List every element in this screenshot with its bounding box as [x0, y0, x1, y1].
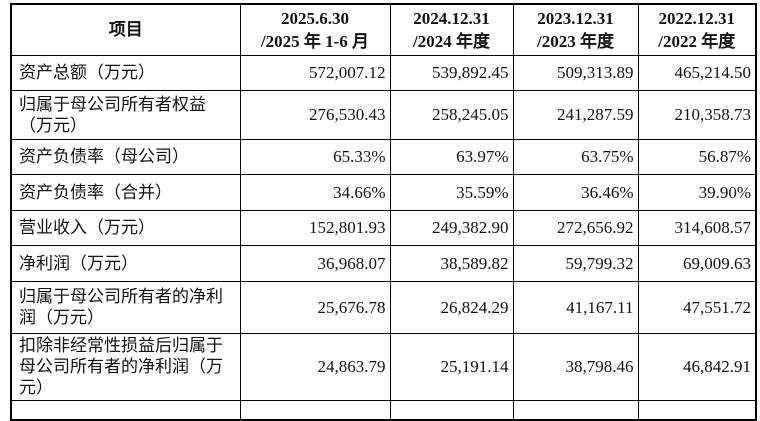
row-value: 39.90%: [637, 173, 757, 211]
row-value: 241,287.59: [512, 89, 639, 140]
row-label: 归属于母公司所有者的净利润（万元）: [10, 280, 241, 334]
row-value: 24,863.79: [239, 332, 391, 401]
row-value: 210,358.73: [637, 89, 757, 140]
row-value: 152,801.93: [239, 209, 391, 246]
header-2025h1: 2025.6.30/2025 年 1-6 月: [239, 3, 391, 56]
row-value: 258,245.05: [389, 89, 514, 140]
header-2024: 2024.12.31/2024 年度: [389, 3, 514, 56]
row-value: 249,382.90: [389, 209, 514, 246]
row-label: 净利润（万元）: [10, 244, 241, 282]
row-value: 38,798.46: [512, 332, 639, 401]
row-value: 38,589.82: [389, 244, 514, 282]
row-label: 扣除非经常性损益后归属于母公司所有者的净利润（万元）: [10, 332, 241, 401]
header-period: /2025 年 1-6 月: [260, 31, 370, 51]
row-value: 35.59%: [389, 173, 514, 211]
header-period: /2022 年度: [658, 31, 736, 51]
row-value: 26,824.29: [389, 280, 514, 334]
table-row: 资产总额（万元） 572,007.12 539,892.45 509,313.89 46…: [10, 54, 757, 91]
header-date: 2023.12.31: [537, 8, 614, 28]
row-value: 59,799.32: [512, 244, 639, 282]
table-row: 资产负债率（合并） 34.66% 35.59% 36.46% 39.90%: [10, 173, 757, 211]
table-row: 资产负债率（母公司） 65.33% 63.97% 63.75% 56.87%: [10, 138, 757, 175]
row-label: 资产负债率（母公司）: [10, 138, 241, 175]
row-value: 36.46%: [512, 173, 639, 211]
row-label: 资产总额（万元）: [10, 54, 241, 91]
row-value: 47,551.72: [637, 280, 757, 334]
row-value: 56.87%: [637, 138, 757, 175]
row-value: 46,842.91: [637, 332, 757, 401]
row-value: 539,892.45: [389, 54, 514, 91]
row-value: 36,968.07: [239, 244, 391, 282]
row-value: 63.75%: [512, 138, 639, 175]
row-value: 69,009.63: [637, 244, 757, 282]
row-value: 572,007.12: [239, 54, 391, 91]
row-value: 25,676.78: [239, 280, 391, 334]
row-value: 314,608.57: [637, 209, 757, 246]
table-row: 归属于母公司所有者的净利润（万元） 25,676.78 26,824.29 41,16…: [10, 280, 757, 334]
table-row: 扣除非经常性损益后归属于母公司所有者的净利润（万元） 24,863.79 25,19…: [10, 332, 757, 401]
header-date: 2024.12.31: [413, 8, 490, 28]
header-period: /2023 年度: [537, 31, 614, 51]
row-value: 34.66%: [239, 173, 391, 211]
row-value: 63.97%: [389, 138, 514, 175]
table-row: 营业收入（万元） 152,801.93 249,382.90 272,656.92 31…: [10, 209, 757, 246]
table-row-partial: [10, 399, 757, 421]
row-label: 归属于母公司所有者权益（万元）: [10, 89, 241, 140]
header-row: 项目 2025.6.30/2025 年 1-6 月 2024.12.31/202…: [10, 3, 757, 56]
header-2022: 2022.12.31/2022 年度: [637, 3, 757, 56]
header-period: /2024 年度: [413, 31, 490, 51]
header-item: 项目: [10, 3, 241, 56]
table-row: 归属于母公司所有者权益（万元） 276,530.43 258,245.05 241,2…: [10, 89, 757, 140]
row-value: 509,313.89: [512, 54, 639, 91]
row-value: 465,214.50: [637, 54, 757, 91]
financial-summary-table: 项目 2025.6.30/2025 年 1-6 月 2024.12.31/202…: [10, 3, 757, 421]
header-text: 项目: [108, 20, 143, 40]
row-value: 41,167.11: [512, 280, 639, 334]
header-date: 2025.6.30: [281, 8, 349, 28]
row-value: 272,656.92: [512, 209, 639, 246]
row-label: 营业收入（万元）: [10, 209, 241, 246]
row-value: 276,530.43: [239, 89, 391, 140]
header-date: 2022.12.31: [658, 8, 736, 28]
table-row: 净利润（万元） 36,968.07 38,589.82 59,799.32 69,009…: [10, 244, 757, 282]
row-label: 资产负债率（合并）: [10, 173, 241, 211]
row-value: 25,191.14: [389, 332, 514, 401]
header-2023: 2023.12.31/2023 年度: [512, 3, 639, 56]
row-value: 65.33%: [239, 138, 391, 175]
